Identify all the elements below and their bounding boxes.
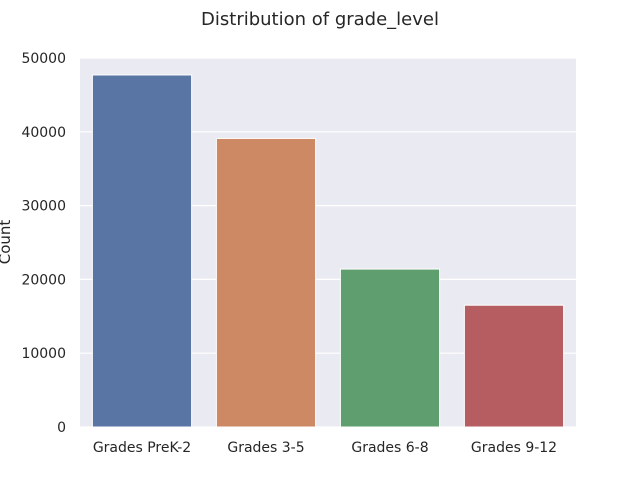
y-tick-label: 10000 (21, 346, 66, 362)
chart-title: Distribution of grade_level (201, 9, 439, 30)
x-tick-label: Grades 6-8 (351, 440, 428, 456)
bar-grades-prek-2 (91, 74, 193, 428)
y-tick-label: 20000 (21, 272, 66, 288)
x-tick-labels: Grades PreK-2 Grades 3-5 Grades 6-8 Grades … (93, 440, 557, 456)
y-tick-label: 50000 (21, 51, 66, 67)
bar-grades-6-8 (339, 268, 441, 428)
y-tick-labels: 0 10000 20000 30000 40000 50000 (21, 51, 66, 436)
bar-grades-9-12 (463, 304, 565, 428)
y-tick-label: 30000 (21, 199, 66, 215)
x-tick-label: Grades 3-5 (227, 440, 304, 456)
x-tick-label: Grades PreK-2 (93, 440, 191, 456)
y-tick-label: 40000 (21, 125, 66, 141)
y-axis-label: Count (0, 220, 14, 265)
bar-grades-3-5 (215, 137, 317, 428)
y-tick-label: 0 (57, 420, 66, 436)
bars (91, 74, 565, 428)
x-tick-label: Grades 9-12 (471, 440, 557, 456)
